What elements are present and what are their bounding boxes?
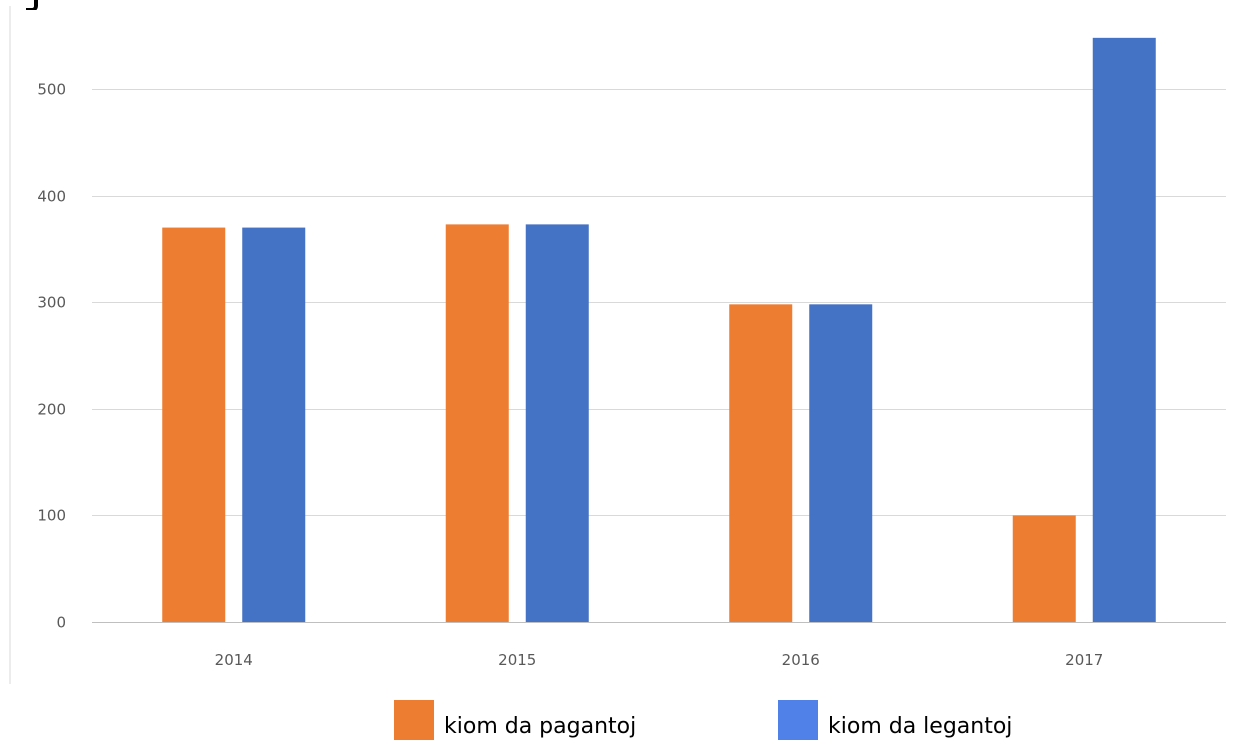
cropped-title-fragment <box>0 0 50 10</box>
y-tick-label: 200 <box>37 401 66 419</box>
bar-pagantoj-2016 <box>729 304 793 622</box>
y-tick-label: 500 <box>37 81 66 99</box>
bar-legantoj-2014 <box>242 227 306 622</box>
bar-pagantoj-2014 <box>162 227 226 622</box>
bar-legantoj-2015 <box>525 224 589 622</box>
x-tick-label: 2017 <box>1065 651 1103 669</box>
legend-label-pagantoj: kiom da pagantoj <box>444 714 637 739</box>
x-tick-label: 2015 <box>498 651 536 669</box>
x-tick-label: 2014 <box>215 651 253 669</box>
bar-pagantoj-2015 <box>445 224 509 622</box>
legend-swatch-legantoj <box>778 700 818 740</box>
y-tick-label: 100 <box>37 507 66 525</box>
bar-legantoj-2016 <box>809 304 873 622</box>
legend: kiom da pagantoj kiom da legantoj <box>0 696 1243 744</box>
y-tick-label: 400 <box>37 188 66 206</box>
legend-swatch-pagantoj <box>394 700 434 740</box>
x-tick-label: 2016 <box>782 651 820 669</box>
y-tick-label: 300 <box>37 294 66 312</box>
bar-legantoj-2017 <box>1092 37 1156 622</box>
legend-label-legantoj: kiom da legantoj <box>828 714 1013 739</box>
bar-pagantoj-2017 <box>1012 515 1076 622</box>
y-tick-label: 0 <box>56 614 66 632</box>
chart-plot-area: 0 100 200 300 400 500 2014 2015 2016 2017 <box>9 6 1226 684</box>
